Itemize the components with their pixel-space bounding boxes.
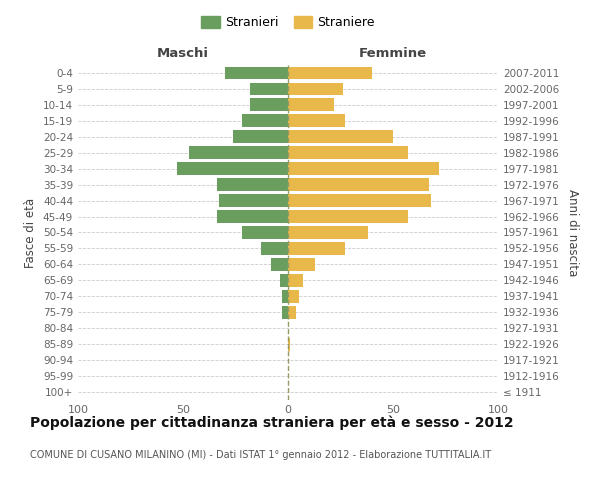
Bar [250, 82, 288, 96]
Bar [242, 114, 288, 127]
Bar [242, 226, 288, 239]
Y-axis label: Fasce di età: Fasce di età [25, 198, 37, 268]
Bar [218, 194, 288, 207]
Bar [288, 194, 431, 207]
Text: Popolazione per cittadinanza straniera per età e sesso - 2012: Popolazione per cittadinanza straniera p… [30, 415, 514, 430]
Bar [288, 66, 372, 80]
Bar [288, 82, 343, 96]
Text: Maschi: Maschi [157, 47, 209, 60]
Bar [288, 178, 429, 191]
Bar [288, 130, 393, 143]
Bar [260, 242, 288, 255]
Bar [217, 178, 288, 191]
Bar [189, 146, 288, 159]
Bar [288, 98, 334, 112]
Bar [288, 162, 439, 175]
Y-axis label: Anni di nascita: Anni di nascita [566, 189, 579, 276]
Bar [282, 306, 288, 318]
Text: COMUNE DI CUSANO MILANINO (MI) - Dati ISTAT 1° gennaio 2012 - Elaborazione TUTTI: COMUNE DI CUSANO MILANINO (MI) - Dati IS… [30, 450, 491, 460]
Bar [282, 290, 288, 302]
Legend: Stranieri, Straniere: Stranieri, Straniere [196, 11, 380, 34]
Bar [217, 210, 288, 223]
Bar [288, 242, 345, 255]
Bar [288, 290, 299, 302]
Bar [280, 274, 288, 286]
Bar [176, 162, 288, 175]
Bar [288, 114, 345, 127]
Bar [288, 274, 303, 286]
Bar [288, 306, 296, 318]
Bar [288, 226, 368, 239]
Bar [250, 98, 288, 112]
Text: Femmine: Femmine [359, 47, 427, 60]
Bar [225, 66, 288, 80]
Bar [288, 210, 408, 223]
Bar [288, 258, 316, 271]
Bar [288, 146, 408, 159]
Bar [271, 258, 288, 271]
Bar [233, 130, 288, 143]
Bar [288, 338, 290, 350]
